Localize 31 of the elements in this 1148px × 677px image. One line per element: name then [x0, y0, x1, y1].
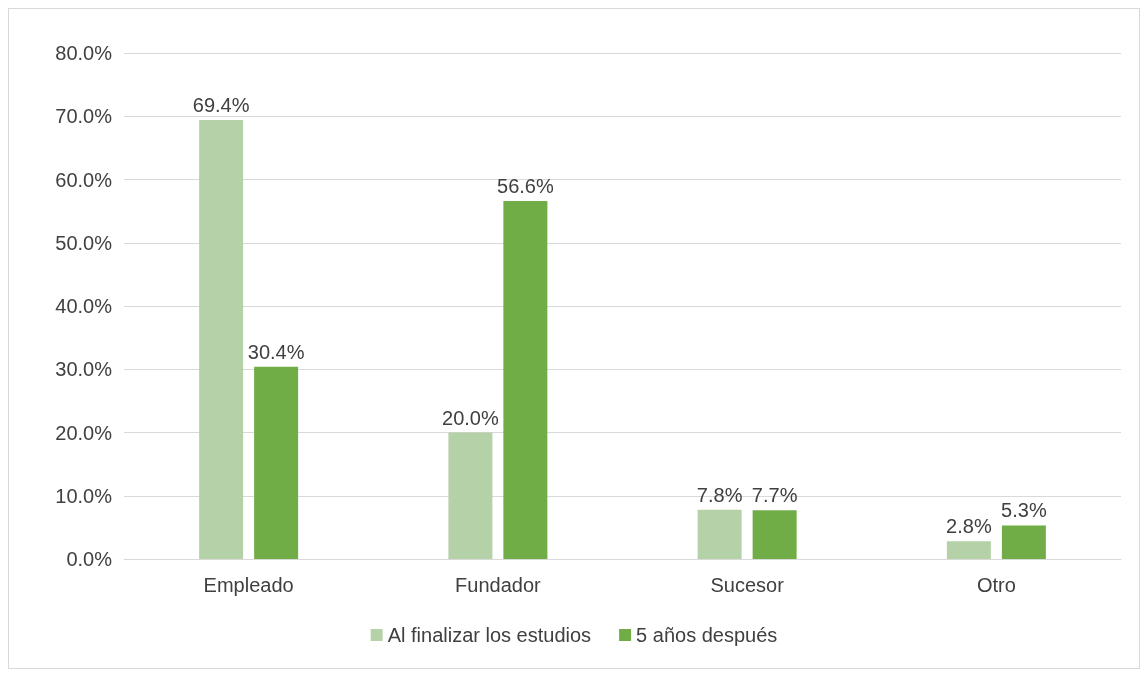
bar — [503, 201, 548, 559]
data-label: 69.4% — [192, 94, 250, 117]
y-tick-label: 20.0% — [55, 421, 113, 444]
x-tick-label: Sucesor — [710, 574, 785, 596]
x-tick-label: Otro — [976, 574, 1016, 596]
y-tick-label: 60.0% — [55, 168, 113, 191]
data-label: 20.0% — [442, 406, 499, 429]
bar — [1001, 525, 1046, 559]
data-label: 7.8% — [696, 483, 743, 506]
y-tick-label: 40.0% — [55, 295, 113, 317]
y-tick-label: 70.0% — [55, 105, 113, 128]
y-tick-label: 50.0% — [55, 231, 113, 254]
data-label: 56.6% — [497, 175, 554, 198]
bar — [697, 509, 742, 559]
y-tick-label: 0.0% — [66, 548, 113, 570]
bar — [946, 541, 991, 559]
data-label: 5.3% — [1001, 499, 1047, 522]
bar — [199, 120, 244, 559]
y-tick-label: 10.0% — [55, 484, 113, 507]
y-tick-label: 30.0% — [55, 358, 113, 381]
bar — [448, 432, 493, 559]
bar — [254, 366, 299, 559]
data-label: 2.8% — [946, 515, 992, 538]
y-tick-label: 80.0% — [55, 42, 113, 64]
x-tick-label: Empleado — [203, 574, 294, 596]
data-label: 30.4% — [247, 340, 305, 363]
data-label: 7.7% — [751, 484, 798, 507]
x-tick-label: Fundador — [455, 574, 542, 596]
legend-label: 5 años después — [636, 624, 778, 646]
bar — [752, 510, 797, 559]
legend-label: Al finalizar los estudios — [387, 624, 592, 646]
